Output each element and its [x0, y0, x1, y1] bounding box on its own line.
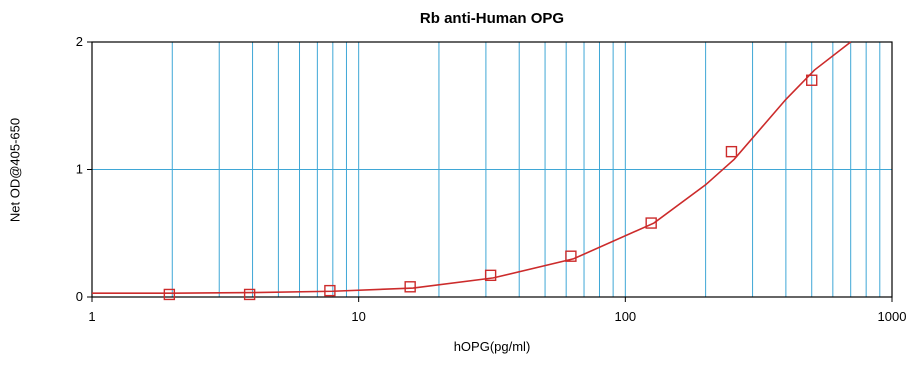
data-point — [243, 288, 256, 301]
x-tick-label: 1 — [88, 309, 95, 324]
y-tick-label: 1 — [76, 162, 83, 177]
x-axis-label: hOPG(pg/ml) — [453, 339, 531, 354]
data-point — [484, 269, 497, 282]
data-point — [565, 250, 577, 262]
data-point — [404, 281, 416, 293]
x-tick-label: 1000 — [878, 309, 907, 324]
fit-curve — [92, 41, 852, 294]
data-point — [645, 217, 657, 229]
data-point — [163, 288, 176, 301]
chart-title: Rb anti-Human OPG — [419, 10, 565, 27]
y-tick-label: 2 — [76, 34, 83, 49]
y-tick-label: 0 — [76, 289, 83, 304]
data-point — [324, 284, 336, 297]
data-point — [806, 74, 818, 86]
x-tick-label: 10 — [351, 309, 365, 324]
data-point — [725, 145, 738, 158]
x-tick-label: 100 — [614, 309, 636, 324]
